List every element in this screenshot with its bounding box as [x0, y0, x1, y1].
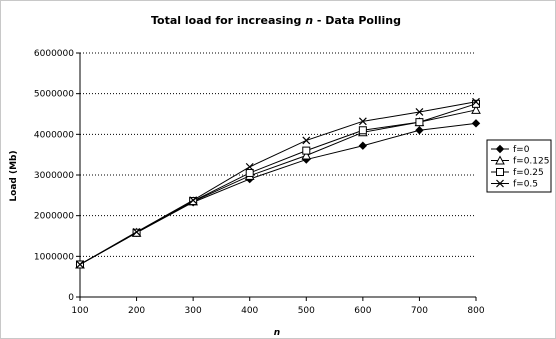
data-point — [358, 141, 368, 150]
series-f-0-5 — [76, 97, 480, 269]
x-tick-label: 600 — [354, 306, 371, 316]
data-point — [472, 97, 480, 106]
y-tick-label: 5000000 — [34, 90, 74, 100]
x-tick-label: 700 — [411, 306, 428, 316]
data-point — [415, 108, 424, 116]
legend-marker — [496, 168, 504, 176]
chart-title: Total load for increasing n - Data Polli… — [151, 14, 401, 27]
series-line — [79, 103, 477, 265]
y-tick-label: 4000000 — [34, 130, 74, 140]
series-line — [79, 101, 477, 265]
legend-marker — [496, 179, 504, 188]
y-tick-label: 6000000 — [34, 49, 74, 59]
x-tick-label: 800 — [467, 306, 484, 316]
legend-label: f=0.125 — [513, 157, 549, 167]
data-point — [471, 104, 481, 114]
grid-lines — [80, 52, 476, 257]
legend-label: f=0.25 — [513, 168, 544, 178]
legend-label: f=0 — [513, 145, 530, 155]
data-point — [302, 146, 311, 155]
x-tick-label: 300 — [185, 306, 202, 316]
y-axis-label: Load (Mb) — [9, 150, 19, 201]
data-point — [245, 162, 254, 171]
data-point — [301, 150, 312, 160]
data-point — [189, 196, 198, 205]
data-point — [245, 168, 254, 177]
y-tick-label: 1000000 — [34, 252, 74, 262]
legend-entry: f=0.25 — [491, 168, 544, 178]
data-point — [415, 118, 424, 127]
y-tick-label: 2000000 — [34, 212, 74, 222]
x-tick-label: 200 — [128, 306, 145, 316]
y-tick-label: 0 — [68, 293, 74, 303]
data-point — [358, 126, 367, 135]
x-tick-label: 400 — [241, 306, 258, 316]
legend-marker — [495, 144, 505, 154]
legend-label: f=0.5 — [513, 180, 538, 190]
data-point — [76, 260, 84, 269]
series-lines — [75, 97, 481, 269]
data-point — [471, 119, 481, 128]
y-tick-label: 3000000 — [34, 171, 74, 181]
data-point — [302, 136, 311, 145]
x-axis-label: n — [274, 328, 280, 338]
legend-entry: f=0.5 — [491, 180, 538, 190]
legend-entry: f=0 — [491, 144, 530, 155]
x-tick-label: 100 — [71, 306, 88, 316]
tick-labels: 0 1000000 2000000 3000000 4000000 5000000 6000… — [34, 49, 485, 316]
data-point — [132, 228, 141, 236]
data-point — [358, 117, 367, 126]
data-point — [415, 126, 424, 135]
x-tick-label: 500 — [298, 306, 315, 316]
data-point — [472, 99, 480, 108]
legend-marker — [495, 155, 505, 165]
legend-entry: f=0.125 — [491, 155, 549, 167]
